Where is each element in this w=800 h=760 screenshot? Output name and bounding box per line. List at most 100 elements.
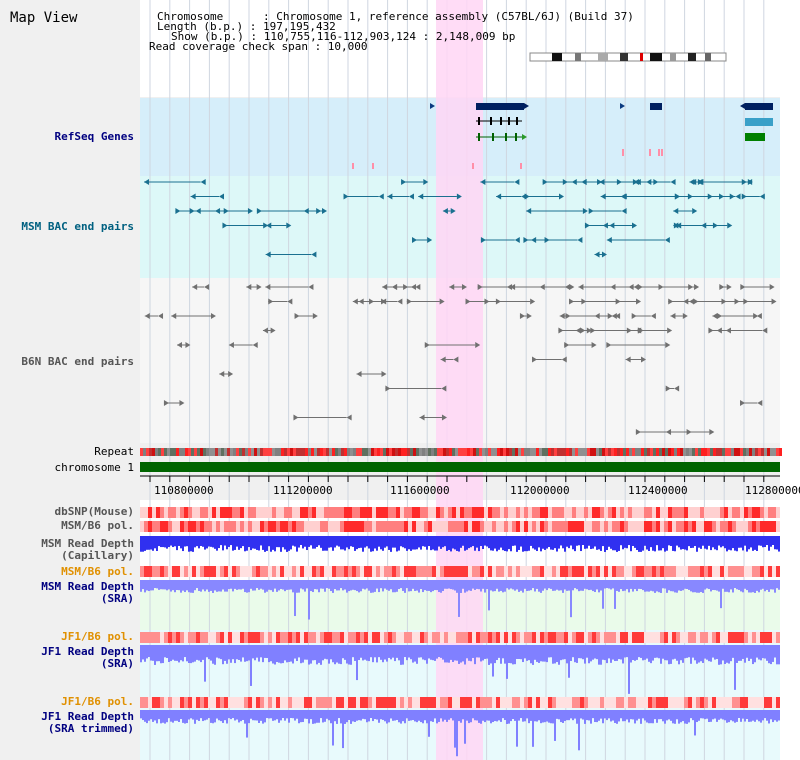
jf1-sra-depth-bar — [704, 645, 706, 659]
msm-capillary-depth-bar — [526, 536, 528, 552]
repeat-segment — [635, 448, 638, 456]
msm-b6-pol-heat — [772, 521, 776, 532]
jf1-sra-depth-bar — [156, 645, 158, 662]
jf1-b6-pol-heat — [332, 632, 336, 643]
msm-capillary-depth-bar — [146, 536, 148, 550]
jf1-b6-pol-heat — [468, 632, 472, 643]
msm-b6-pol-heat — [692, 521, 696, 532]
b6n-bac-pair-end — [569, 284, 575, 290]
repeat-segment — [605, 448, 608, 456]
jf1-sra-depth-bar — [420, 645, 422, 658]
msm-bac-pair-end — [263, 222, 269, 229]
msm-b6-pol-heat-2 — [200, 566, 204, 577]
jf1-trimmed-depth-bar — [464, 710, 466, 744]
msm-b6-pol-heat — [728, 521, 732, 532]
msm-sra-depth-bar — [276, 580, 278, 592]
msm-capillary-depth-bar — [300, 536, 302, 546]
jf1-trimmed-depth-bar — [730, 710, 732, 721]
msm-b6-pol-heat-2 — [432, 566, 436, 577]
jf1-sra-depth-bar — [680, 645, 682, 661]
msm-sra-depth-bar — [458, 580, 460, 617]
msm-sra-depth-bar — [208, 580, 210, 592]
dbsnp-heat — [336, 507, 340, 518]
track-label-msm-bac[interactable]: MSM BAC end pairs — [21, 220, 134, 233]
msm-sra-depth-bar — [736, 580, 738, 590]
dbsnp-heat — [516, 507, 520, 518]
jf1-sra-depth-bar — [760, 645, 762, 661]
msm-sra-depth-bar — [632, 580, 634, 592]
msm-bac-pair-end — [635, 179, 641, 185]
msm-capillary-depth-bar — [696, 536, 698, 552]
jf1-sra-depth-bar — [476, 645, 478, 658]
msm-sra-depth-bar — [770, 580, 772, 590]
msm-capillary-depth-bar — [740, 536, 742, 548]
repeat-segment — [731, 448, 734, 456]
msm-capillary-depth-bar — [176, 536, 178, 551]
jf1-sra-depth-bar — [362, 645, 364, 661]
msm-sra-depth-bar — [598, 580, 600, 593]
jf1-sra-depth-bar — [314, 645, 316, 661]
msm-bac-pair-end — [408, 193, 414, 200]
jf1-sra-depth-bar — [252, 645, 254, 659]
msm-sra-depth-bar — [354, 580, 356, 591]
jf1-sra-depth-bar — [276, 645, 278, 663]
jf1-trimmed-depth-bar — [290, 710, 292, 719]
msm-capillary-depth-bar — [338, 536, 340, 547]
msm-b6-pol-heat-2 — [356, 566, 360, 577]
jf1-b6-pol-heat — [560, 632, 564, 643]
jf1-b6-pol-heat — [316, 632, 320, 643]
msm-bac-pair-end — [727, 222, 733, 229]
msm-b6-pol-heat — [324, 521, 328, 532]
jf1-sra-depth-bar — [482, 645, 484, 661]
jf1-b6-pol-heat-2 — [668, 697, 672, 708]
jf1-trimmed-depth-bar — [698, 710, 700, 721]
msm-capillary-depth-bar — [432, 536, 434, 550]
dbsnp-heat — [396, 507, 400, 518]
msm-sra-depth-bar — [282, 580, 284, 590]
jf1-b6-pol-heat — [436, 632, 440, 643]
msm-b6-pol-heat-2 — [172, 566, 176, 577]
msm-capillary-depth-bar — [470, 536, 472, 548]
msm-sra-depth-bar — [734, 580, 736, 589]
msm-b6-pol-heat-2 — [160, 566, 164, 577]
jf1-trimmed-depth-bar — [484, 710, 486, 723]
msm-b6-pol-heat — [404, 521, 408, 532]
jf1-trimmed-depth-bar — [364, 710, 366, 720]
msm-b6-pol-heat — [196, 521, 200, 532]
msm-capillary-depth-bar — [400, 536, 402, 547]
msm-sra-depth-bar — [380, 580, 382, 589]
jf1-b6-pol-heat-2 — [240, 697, 244, 708]
dbsnp-heat — [184, 507, 188, 518]
jf1-sra-depth-bar — [546, 645, 548, 663]
jf1-trimmed-depth-bar — [610, 710, 612, 722]
repeat-segment — [626, 448, 629, 456]
dbsnp-heat — [660, 507, 664, 518]
msm-sra-depth-bar — [154, 580, 156, 589]
jf1-sra-depth-bar — [486, 645, 488, 659]
msm-b6-pol-heat — [600, 521, 604, 532]
track-label-refseq[interactable]: RefSeq Genes — [54, 130, 134, 143]
jf1-trimmed-depth-bar — [562, 710, 564, 723]
msm-sra-depth-bar — [550, 580, 552, 589]
jf1-trimmed-depth-bar — [570, 710, 572, 719]
msm-b6-pol-heat — [548, 521, 552, 532]
jf1-b6-pol-heat-2 — [572, 697, 576, 708]
msm-b6-pol-heat-2 — [328, 566, 332, 577]
b6n-bac-pair-end — [424, 342, 430, 348]
dbsnp-heat — [356, 507, 360, 518]
msm-b6-pol-heat-2 — [624, 566, 628, 577]
dbsnp-heat — [604, 507, 608, 518]
msm-bac-pair-end — [601, 251, 607, 258]
track-label-b6n-bac[interactable]: B6N BAC end pairs — [21, 355, 134, 368]
msm-capillary-depth-bar — [716, 536, 718, 551]
jf1-b6-pol-heat-2 — [596, 697, 600, 708]
repeat-segment — [434, 448, 437, 456]
repeat-segment — [500, 448, 503, 456]
jf1-b6-pol-heat — [672, 632, 676, 643]
jf1-b6-pol-heat — [268, 632, 272, 643]
jf1-trimmed-depth-bar — [500, 710, 502, 722]
jf1-trimmed-depth-bar — [576, 710, 578, 724]
msm-b6-pol-heat — [744, 521, 748, 532]
jf1-trimmed-depth-bar — [218, 710, 220, 721]
